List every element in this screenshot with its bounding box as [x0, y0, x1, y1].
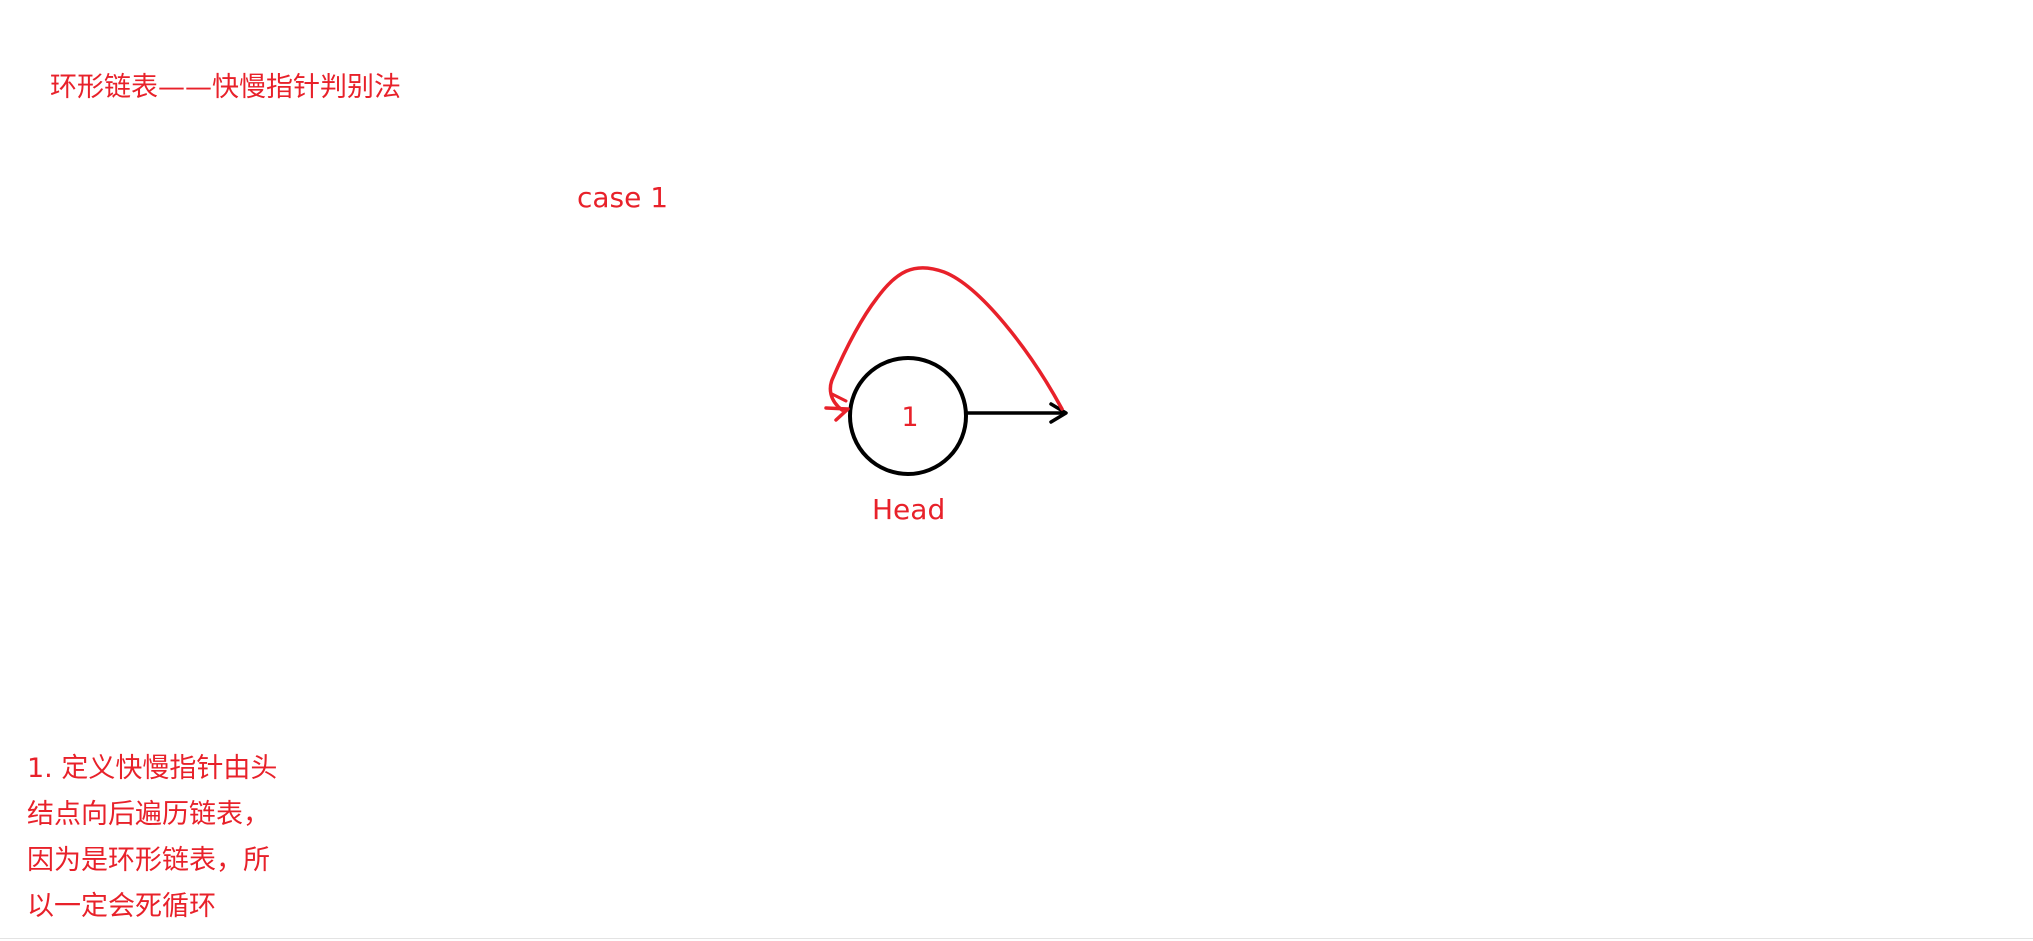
case-label: case 1	[577, 181, 669, 214]
next-pointer-arrowhead	[1049, 402, 1068, 424]
note-line: 1. 定义快慢指针由头	[27, 753, 278, 784]
list-node-circle	[848, 356, 968, 476]
note-line: 以一定会死循环	[27, 891, 216, 922]
explanation-note: 1. 定义快慢指针由头 结点向后遍历链表， 因为是环形链表，所 以一定会死循环	[27, 746, 327, 930]
cycle-loop-arrow-tick	[830, 392, 848, 403]
canvas-bottom-edge	[0, 938, 2033, 939]
note-line: 因为是环形链表，所	[27, 845, 270, 876]
node-value: 1	[901, 402, 919, 433]
note-line: 结点向后遍历链表，	[27, 799, 270, 830]
cycle-loop-arrowhead	[824, 406, 850, 422]
diagram-title: 环形链表——快慢指针判别法	[50, 72, 401, 103]
cycle-loop-arrow	[828, 266, 1064, 412]
head-label: Head	[872, 493, 946, 526]
